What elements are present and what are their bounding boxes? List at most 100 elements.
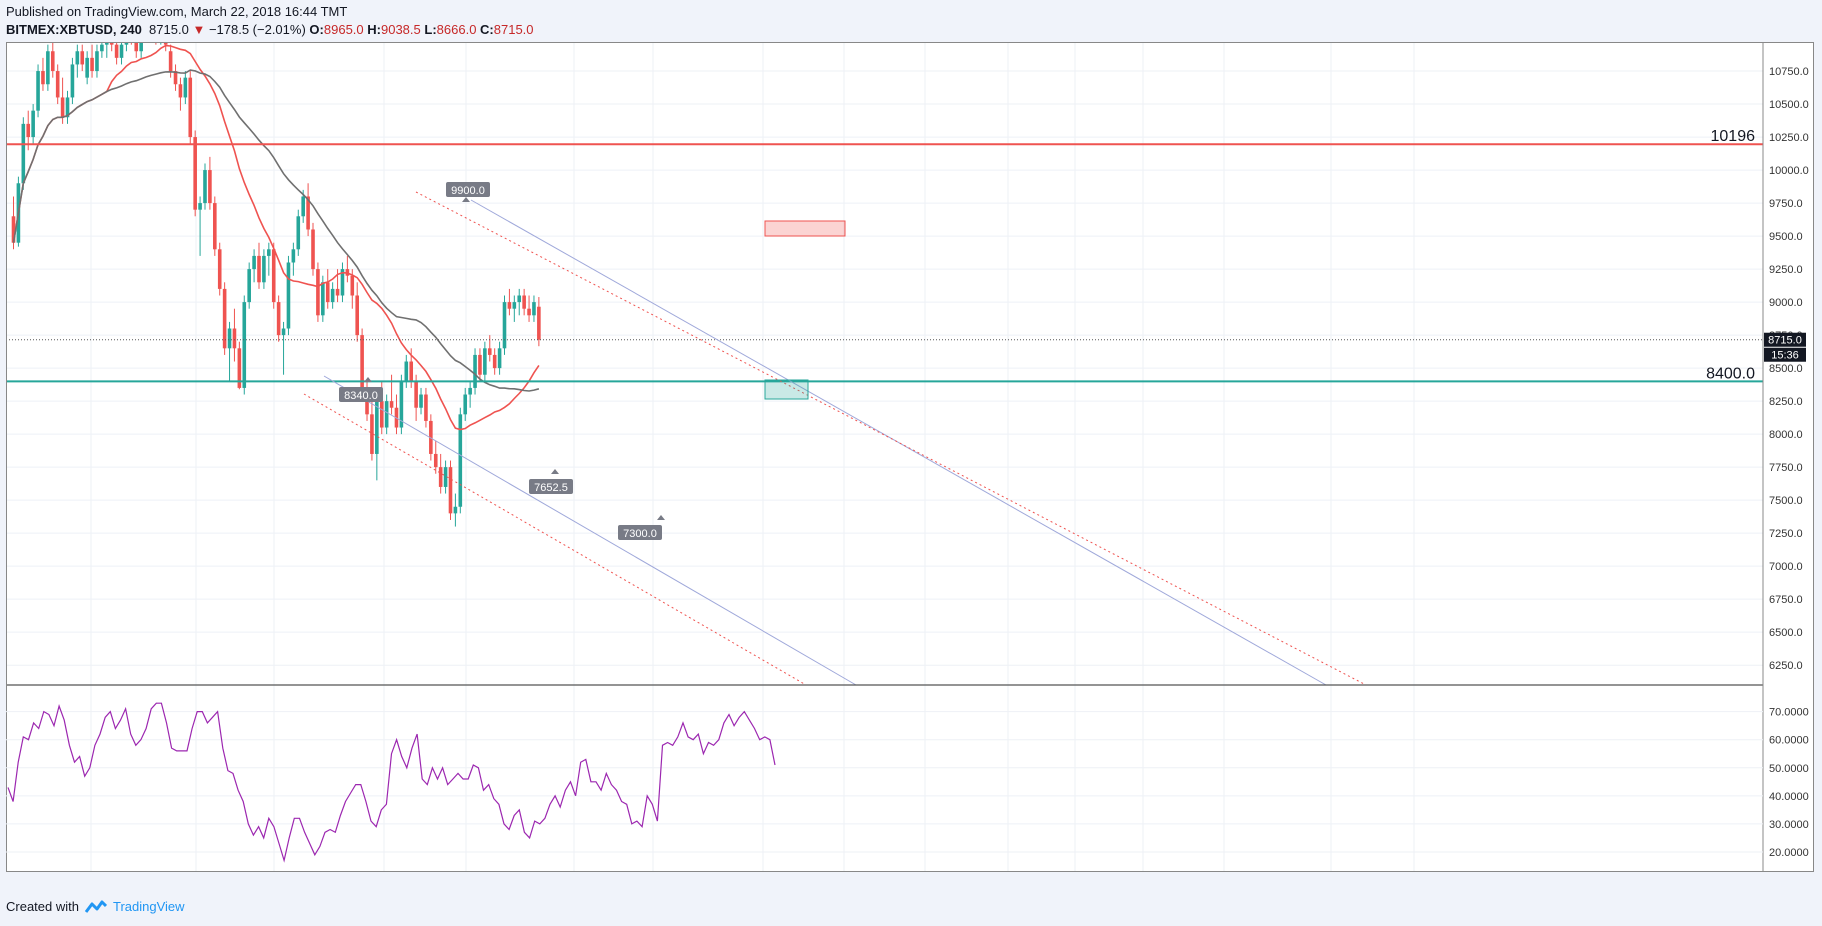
lower-channel-line xyxy=(323,375,857,686)
close-value: 8715.0 xyxy=(493,22,534,37)
high-value: 9038.5 xyxy=(380,22,421,37)
candle-body xyxy=(276,302,281,336)
candle-body xyxy=(41,71,45,85)
candle-body xyxy=(350,275,355,296)
candle-body xyxy=(217,249,222,289)
candle-body xyxy=(419,394,423,408)
price-label-marker xyxy=(462,197,470,202)
candle-body xyxy=(483,348,487,375)
candle-body xyxy=(262,255,266,283)
candle-body xyxy=(330,288,335,303)
candle-body xyxy=(65,97,70,118)
candle-body xyxy=(537,306,541,340)
candle-body xyxy=(311,229,315,270)
close-label: C: xyxy=(480,22,494,37)
candle-body xyxy=(527,308,531,316)
candle-body xyxy=(55,71,60,98)
candle-body xyxy=(296,216,301,250)
candle-body xyxy=(36,71,40,111)
candle-body xyxy=(267,249,271,256)
candle-body xyxy=(355,295,359,336)
candle-body xyxy=(532,302,536,316)
chart-frame[interactable]: 10750.0 10500.0 10250.0 10000.0 9750.0 9500.0… xyxy=(6,42,1814,872)
open-label: O: xyxy=(309,22,324,37)
candle-body xyxy=(242,302,247,388)
candle-body xyxy=(340,269,345,296)
price-label-marker xyxy=(657,515,665,520)
y-tick-label: 7000.0 xyxy=(1769,561,1803,573)
price-chart[interactable]: 10750.0 10500.0 10250.0 10000.0 9750.0 9500.0… xyxy=(6,42,1814,872)
candle-body xyxy=(222,288,227,349)
y-tick-label: 6250.0 xyxy=(1769,660,1803,672)
candle-body xyxy=(497,348,502,369)
y-tick-label: 9000.0 xyxy=(1769,297,1803,309)
price-label: 7300.0 xyxy=(623,528,657,540)
rsi-tick-label: 20.0000 xyxy=(1769,847,1809,859)
candle-body xyxy=(271,249,276,303)
candle-body xyxy=(31,110,35,138)
symbol-line: BITMEX:XBTUSD, 240 8715.0 ▼ −178.5 (−2.0… xyxy=(6,21,534,39)
symbol-label: BITMEX:XBTUSD, 240 xyxy=(6,22,142,37)
candle-body xyxy=(502,302,507,349)
rsi-line xyxy=(7,702,776,863)
resistance-label: 10196 xyxy=(1711,128,1756,145)
candle-body xyxy=(257,255,261,283)
candle-body xyxy=(46,51,50,85)
tradingview-link[interactable]: TradingView xyxy=(112,899,185,914)
candle-body xyxy=(139,42,143,52)
candle-body xyxy=(252,255,256,270)
candle-body xyxy=(109,42,114,45)
candle-body xyxy=(433,453,438,468)
candle-body xyxy=(237,348,242,388)
candle-body xyxy=(173,71,178,85)
last-value: 8715.0 xyxy=(149,22,189,37)
created-with-text: Created with xyxy=(6,899,79,914)
candle-body xyxy=(468,387,472,395)
rsi-tick-label: 40.0000 xyxy=(1769,791,1809,803)
y-tick-label: 6750.0 xyxy=(1769,594,1803,606)
candle-body xyxy=(321,282,325,316)
footer: Created with TradingView xyxy=(6,899,185,914)
candle-body xyxy=(379,401,384,428)
candle-body xyxy=(70,64,75,98)
y-tick-label: 7250.0 xyxy=(1769,528,1803,540)
candle-body xyxy=(443,467,448,487)
tradingview-logo-icon xyxy=(84,900,107,913)
y-tick-label: 9250.0 xyxy=(1769,264,1803,276)
candle-body xyxy=(473,354,477,388)
candle-body xyxy=(21,123,26,184)
lower-channel-dotted-line xyxy=(303,393,807,686)
upper-channel-line xyxy=(470,199,1327,686)
rsi-tick-label: 70.0000 xyxy=(1769,707,1809,719)
y-tick-label: 10500.0 xyxy=(1769,99,1809,111)
y-tick-label: 7750.0 xyxy=(1769,462,1803,474)
candle-body xyxy=(286,262,291,329)
candle-body xyxy=(370,414,374,454)
resistance-zone-box xyxy=(764,220,846,237)
candle-body xyxy=(178,84,183,98)
y-tick-label: 8250.0 xyxy=(1769,396,1803,408)
countdown-label: 15:36 xyxy=(1771,350,1799,362)
candle-body xyxy=(512,302,517,309)
candle-body xyxy=(100,44,104,52)
y-tick-label: 9750.0 xyxy=(1769,198,1803,210)
candle-body xyxy=(80,51,85,65)
candle-body xyxy=(203,170,207,204)
change-value: −178.5 (−2.01%) xyxy=(208,22,306,37)
rsi-tick-label: 30.0000 xyxy=(1769,819,1809,831)
last-price-badge xyxy=(1764,332,1806,347)
candle-body xyxy=(168,51,173,72)
price-label-marker xyxy=(364,377,372,382)
candle-body xyxy=(198,203,202,210)
chart-header: Published on TradingView.com, March 22, … xyxy=(6,3,534,39)
candle-body xyxy=(463,394,468,415)
candle-body xyxy=(507,302,512,309)
candle-body xyxy=(409,361,414,382)
candle-body xyxy=(114,44,119,58)
candle-body xyxy=(104,42,109,45)
candle-body xyxy=(26,123,31,138)
y-tick-label: 6500.0 xyxy=(1769,627,1803,639)
candle-body xyxy=(399,381,404,428)
candle-body xyxy=(163,42,168,45)
low-value: 8666.0 xyxy=(436,22,477,37)
